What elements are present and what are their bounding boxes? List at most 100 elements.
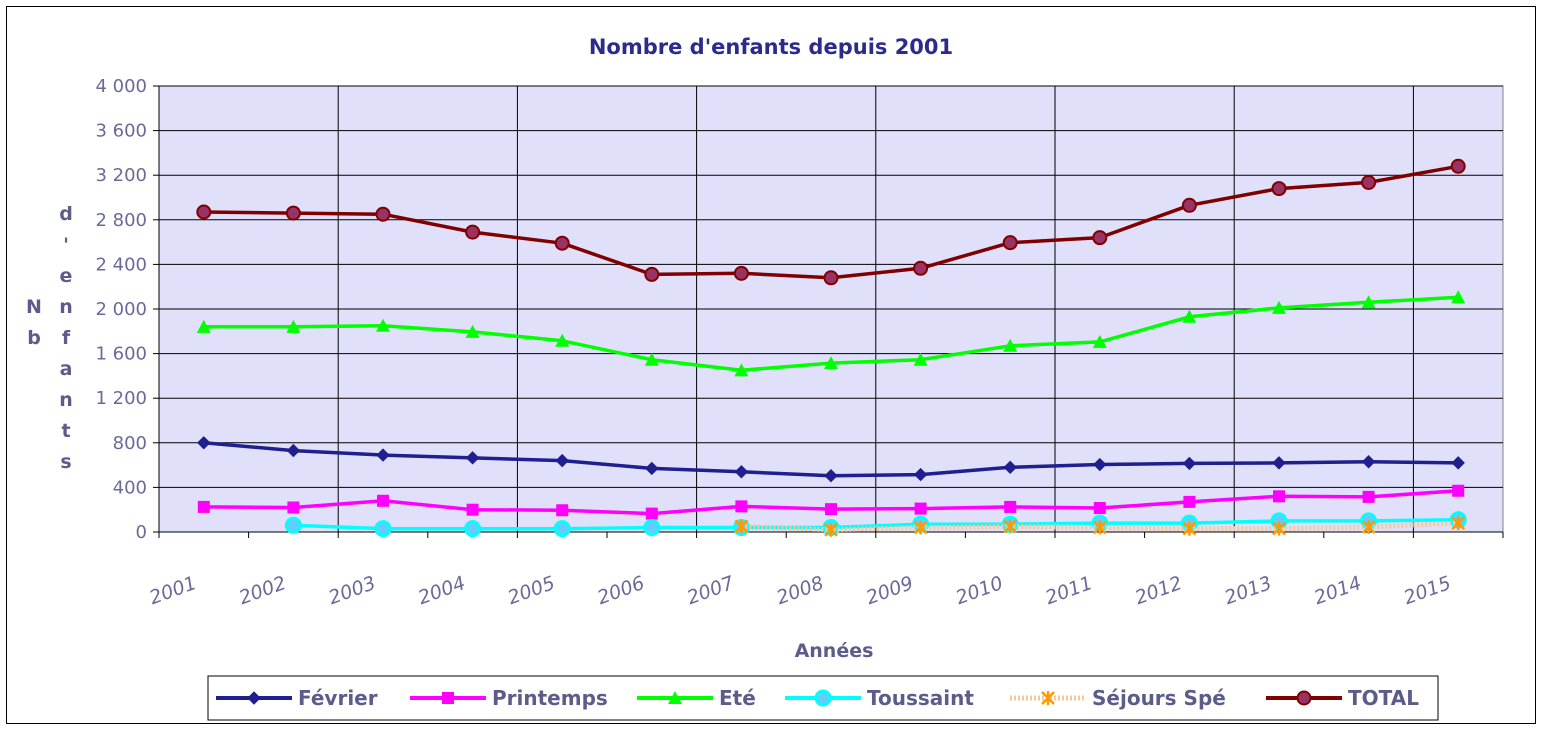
data-point [1092,230,1108,246]
legend-label: TOTAL [1348,686,1419,710]
y-tick-label: 800 [113,433,147,454]
data-point [814,689,832,707]
data-point [1004,500,1017,513]
data-point [465,451,480,465]
data-point [1181,197,1197,213]
y-axis-title-char: e [60,265,73,287]
y-tick-label: 2 400 [95,254,147,275]
data-point [645,507,658,520]
data-point [913,467,928,482]
data-point [374,520,392,538]
y-tick-label: 1 600 [95,344,147,365]
x-tick-label: 2001 [147,572,200,609]
y-axis-title-char: N [26,296,42,318]
x-tick-label: 2010 [953,572,1006,609]
data-point [197,436,211,450]
data-point [247,691,261,705]
data-point [733,265,749,281]
x-axis-title: Années [795,640,874,662]
y-axis-title: Nbd'enfants [26,203,73,473]
y-tick-label: 2 000 [95,299,147,320]
data-point [1002,235,1018,251]
x-tick-label: 2012 [1132,572,1185,609]
data-point [555,453,569,468]
data-point [824,468,838,483]
data-point [1003,338,1018,352]
data-point [1361,174,1377,190]
data-point [556,504,569,517]
data-point [1272,300,1286,314]
data-point [1093,457,1107,472]
data-point [1182,521,1197,536]
data-point [644,266,660,282]
x-tick-label: 2007 [684,572,737,609]
y-tick-label: 0 [136,522,147,543]
data-point [196,204,212,220]
y-axis-title-char: d [59,203,73,225]
legend-label: Toussaint [867,686,974,710]
y-tick-label: 400 [113,477,147,498]
y-axis-title-char: b [27,327,41,349]
series-2 [196,290,1466,377]
data-point [1003,519,1018,534]
y-tick-label: 3 200 [95,165,147,186]
data-point [442,692,454,704]
data-point [377,494,389,507]
legend-item: Printemps [410,686,608,710]
data-point [1272,521,1286,536]
data-point [1093,502,1106,515]
data-point [1182,456,1197,471]
x-tick-label: 2011 [1043,572,1096,609]
y-axis-title-char: n [59,389,73,411]
data-point [553,520,571,538]
data-point [668,691,682,704]
y-axis-title-char: f [62,327,71,349]
x-tick-label: 2014 [1311,572,1364,609]
y-axis-title-char: s [60,451,71,473]
legend: Février Printemps Eté Toussaint Séjours Spé T… [216,686,1419,710]
y-axis: 0 400 800 1 200 1 600 2 000 2 400 2 800 3 200 3 6… [95,76,160,543]
data-point [735,500,748,513]
data-point [1273,490,1285,503]
data-point [197,500,210,513]
data-point [824,522,838,537]
y-axis-title-char: a [60,358,73,380]
data-point [554,235,570,251]
data-point [1450,158,1466,174]
legend-label: Eté [719,686,756,710]
data-point [913,520,928,535]
data-point [196,319,211,333]
data-point [1041,691,1055,705]
legend-item: Séjours Spé [1010,686,1226,710]
data-point [643,519,661,537]
data-point [1092,334,1107,348]
data-point [466,503,479,516]
legend-item: Février [216,686,378,710]
series-4 [734,516,1466,537]
data-point [555,333,570,347]
data-point [1003,460,1017,475]
legend-item: TOTAL [1266,686,1419,710]
data-point [376,318,390,332]
x-tick-label: 2008 [774,572,827,609]
data-point [824,356,838,370]
y-axis-title-char: n [59,296,73,318]
series-line [293,517,1459,531]
data-point [913,260,929,276]
series-5 [196,158,1466,286]
data-point [284,516,302,534]
data-point [1271,181,1287,197]
data-point [376,448,390,462]
series-layer [196,158,1467,538]
data-point [734,363,749,377]
data-point [287,501,300,514]
series-3 [284,511,1467,538]
data-point [644,352,659,366]
data-point [1452,484,1465,497]
data-point [1362,490,1375,503]
legend-label: Février [298,686,378,710]
x-tick-label: 2005 [505,572,558,609]
x-tick-label: 2002 [236,572,289,609]
series-line [741,520,1459,533]
